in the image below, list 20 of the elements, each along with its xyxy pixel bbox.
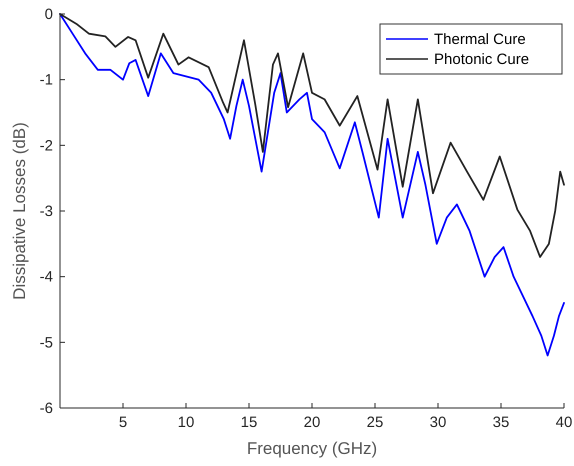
y-tick-label: -4 <box>40 268 53 286</box>
y-tick-label: -1 <box>40 72 53 89</box>
x-tick-label: 5 <box>118 414 128 431</box>
x-tick-label: 10 <box>178 414 194 431</box>
legend-label: Thermal Cure <box>434 31 526 48</box>
y-axis-title: Dissipative Losses (dB) <box>10 122 29 300</box>
x-tick-label: 25 <box>366 414 384 431</box>
x-tick-label: 40 <box>556 414 572 431</box>
y-tick-label: 0 <box>44 6 53 23</box>
x-axis-title: Frequency (GHz) <box>246 439 378 458</box>
y-tick-label: -6 <box>40 400 53 417</box>
legend-label: Photonic Cure <box>434 51 530 68</box>
y-tick-label: -5 <box>40 334 53 352</box>
y-tick-label: -3 <box>40 203 53 220</box>
y-tick-label: -2 <box>40 137 53 154</box>
x-tick-label: 30 <box>430 414 446 431</box>
x-tick-label: 15 <box>240 414 258 431</box>
x-tick-label: 20 <box>304 414 320 431</box>
line-series <box>59 13 565 356</box>
x-tick-label: 35 <box>492 414 510 431</box>
